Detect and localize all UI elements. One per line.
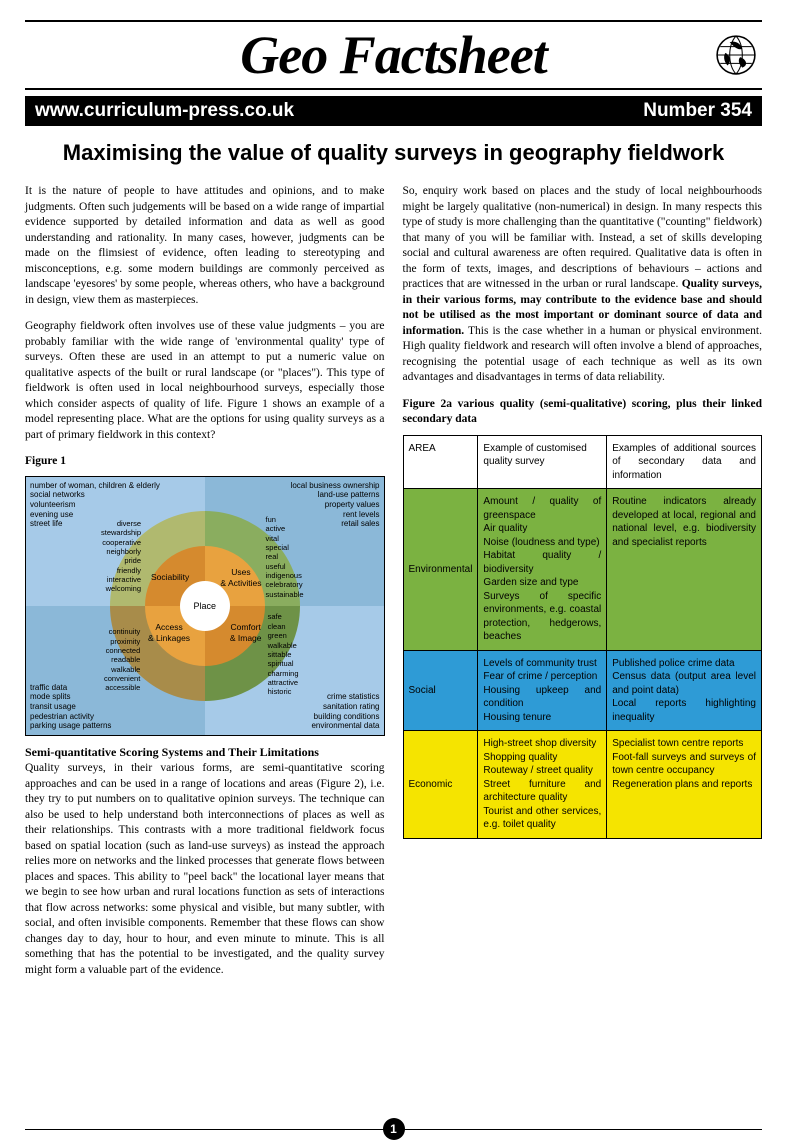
right-paragraph-1: So, enquiry work based on places and the… [403, 184, 763, 386]
two-column-layout: It is the nature of people to have attit… [25, 184, 762, 990]
header-area: AREA [403, 435, 478, 489]
cell-survey: Amount / quality of greenspace Air quali… [478, 489, 607, 651]
page-number: 1 [383, 1118, 405, 1140]
section-body: Semi-quantitative Scoring Systems and Th… [25, 744, 385, 979]
outer-words-tl: diverse stewardship cooperative neighbor… [101, 519, 141, 594]
masthead: Geo Factsheet [25, 20, 762, 90]
cell-secondary: Specialist town centre reports Foot-fall… [607, 731, 762, 839]
header-secondary: Examples of additional sources of second… [607, 435, 762, 489]
intro-paragraph-1: It is the nature of people to have attit… [25, 184, 385, 308]
outer-words-br: safe clean green walkable sittable spiri… [268, 612, 299, 696]
cell-survey: High-street shop diversity Shopping qual… [478, 731, 607, 839]
header-survey: Example of customised quality survey [478, 435, 607, 489]
place-model-diagram: number of woman, children & elderly soci… [25, 476, 385, 736]
table-row: EnvironmentalAmount / quality of greensp… [403, 489, 762, 651]
quality-scoring-table: AREA Example of customised quality surve… [403, 435, 763, 839]
intro-paragraph-2: Geography fieldwork often involves use o… [25, 319, 385, 443]
website-url: www.curriculum-press.co.uk [35, 100, 294, 122]
globe-icon [715, 34, 757, 76]
cell-secondary: Published police crime data Census data … [607, 650, 762, 731]
p1-part-a: So, enquiry work based on places and the… [403, 185, 763, 290]
mid-label-tl: Sociability [151, 572, 189, 583]
article-title: Maximising the value of quality surveys … [25, 140, 762, 166]
info-bar: www.curriculum-press.co.uk Number 354 [25, 96, 762, 126]
issue-number: Number 354 [643, 100, 752, 122]
section-heading: Semi-quantitative Scoring Systems and Th… [25, 745, 319, 759]
diagram-corner-br: crime statistics sanitation rating build… [311, 692, 379, 730]
outer-words-bl: continuity proximity connected readable … [104, 627, 140, 693]
column-left: It is the nature of people to have attit… [25, 184, 385, 990]
masthead-title: Geo Factsheet [240, 24, 546, 86]
figure-2a-caption: Figure 2a various quality (semi-qualitat… [403, 397, 763, 427]
table-row: SocialLevels of community trust Fear of … [403, 650, 762, 731]
table-body: EnvironmentalAmount / quality of greensp… [403, 489, 762, 839]
diagram-corner-tr: local business ownership land-use patter… [291, 481, 380, 529]
figure-1-label: Figure 1 [25, 454, 385, 470]
mid-label-bl: Access & Linkages [148, 622, 190, 645]
mid-label-tr: Uses & Activities [220, 567, 261, 590]
section-text: Quality surveys, in their various forms,… [25, 762, 385, 976]
diagram-center: Place [180, 581, 230, 631]
table-row: EconomicHigh-street shop diversity Shopp… [403, 731, 762, 839]
mid-label-br: Comfort & Image [230, 622, 262, 645]
cell-area: Economic [403, 731, 478, 839]
diagram-corner-bl: traffic data mode splits transit usage p… [30, 683, 111, 731]
cell-area: Social [403, 650, 478, 731]
cell-survey: Levels of community trust Fear of crime … [478, 650, 607, 731]
cell-secondary: Routine indicators already developed at … [607, 489, 762, 651]
column-right: So, enquiry work based on places and the… [403, 184, 763, 990]
cell-area: Environmental [403, 489, 478, 651]
outer-words-tr: fun active vital special real useful ind… [266, 515, 304, 599]
table-header-row: AREA Example of customised quality surve… [403, 435, 762, 489]
